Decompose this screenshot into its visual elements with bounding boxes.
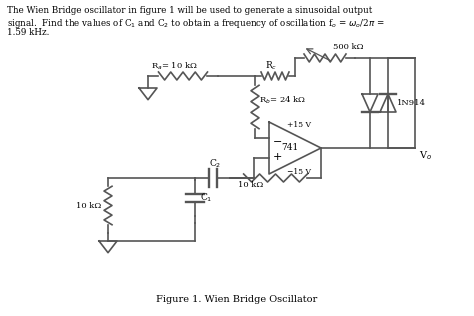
Text: The Wien Bridge oscillator in figure 1 will be used to generate a sinusoidal out: The Wien Bridge oscillator in figure 1 w…	[7, 6, 372, 15]
Text: 10 kΩ: 10 kΩ	[238, 181, 263, 189]
Text: 1.59 kHz.: 1.59 kHz.	[7, 28, 49, 37]
Text: −: −	[273, 137, 283, 147]
Text: R$_b$= 24 kΩ: R$_b$= 24 kΩ	[259, 94, 306, 106]
Text: signal.  Find the values of C$_1$ and C$_2$ to obtain a frequency of oscillation: signal. Find the values of C$_1$ and C$_…	[7, 17, 384, 30]
Text: +: +	[273, 152, 283, 162]
Text: −15 V: −15 V	[287, 168, 311, 176]
Text: V$_o$: V$_o$	[419, 149, 432, 162]
Text: C$_1$: C$_1$	[200, 192, 212, 204]
Text: +15 V: +15 V	[287, 121, 311, 129]
Text: Figure 1. Wien Bridge Oscillator: Figure 1. Wien Bridge Oscillator	[156, 295, 318, 304]
Text: 741: 741	[281, 143, 298, 151]
Text: 1N914: 1N914	[397, 99, 426, 107]
Text: R$_a$= 10 kΩ: R$_a$= 10 kΩ	[151, 61, 198, 72]
Text: 500 kΩ: 500 kΩ	[333, 43, 364, 51]
Text: R$_c$: R$_c$	[265, 60, 277, 72]
Text: C$_2$: C$_2$	[209, 158, 221, 171]
Text: 10 kΩ: 10 kΩ	[76, 202, 101, 210]
